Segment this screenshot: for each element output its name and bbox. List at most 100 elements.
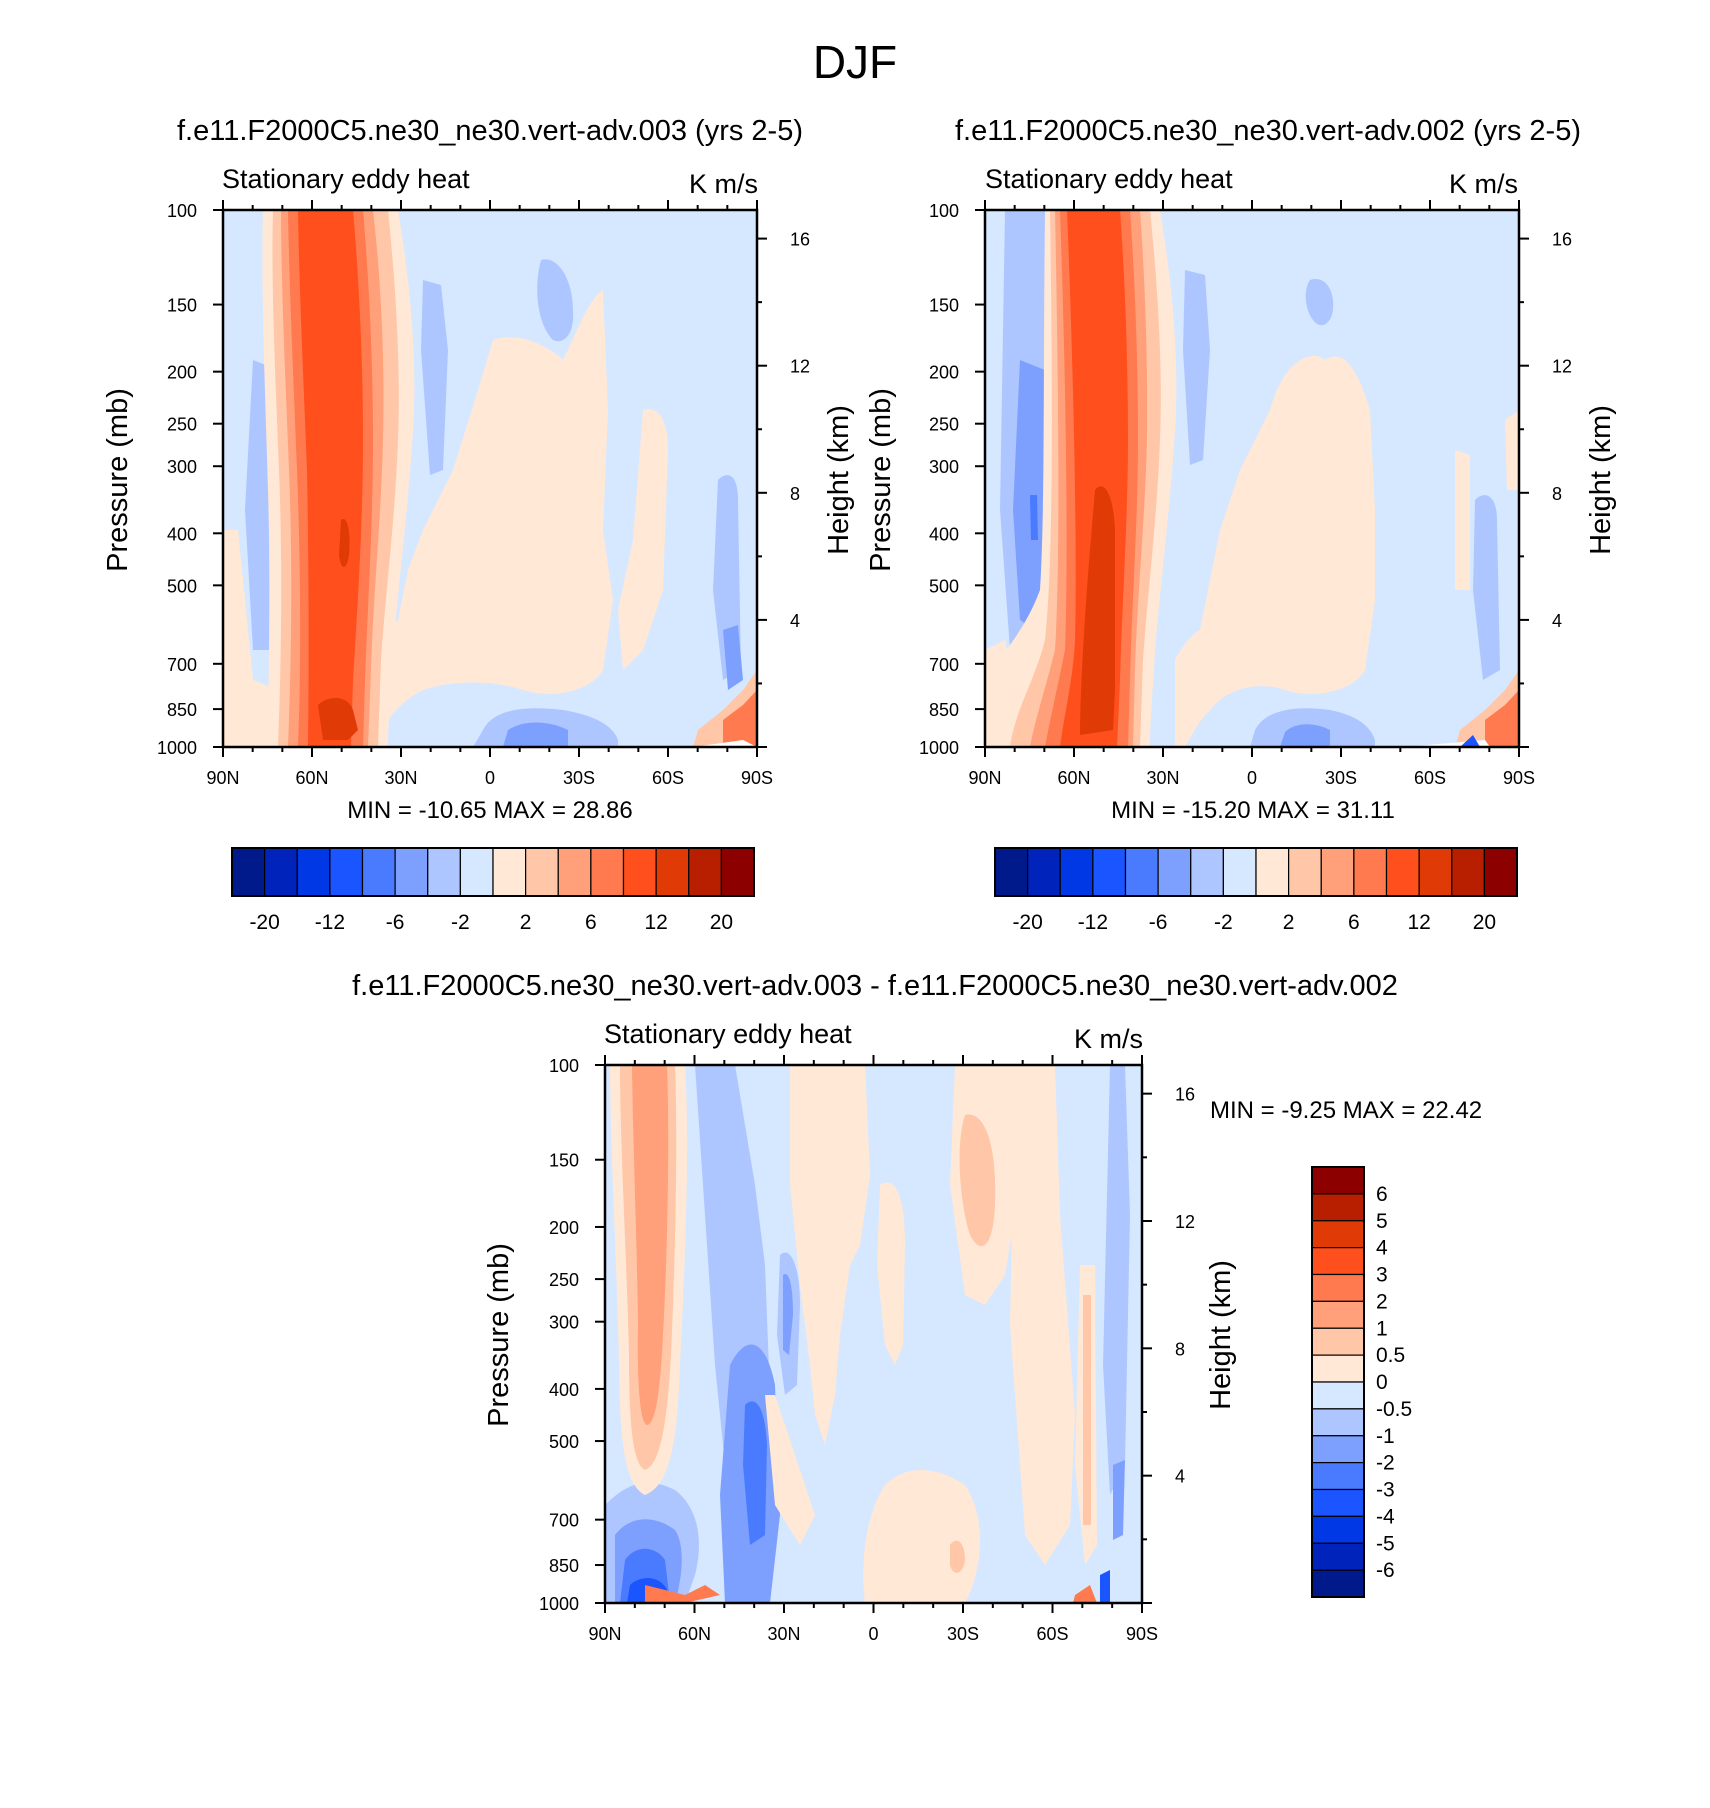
- y-tick-label: 250: [549, 1270, 579, 1290]
- panel-1-units: K m/s: [689, 169, 758, 199]
- colorbar-label: -6: [1376, 1559, 1395, 1582]
- colorbar-label: 1: [1376, 1317, 1388, 1340]
- contour-neg-7: [723, 625, 743, 690]
- contour-pos-6: [1485, 690, 1519, 747]
- colorbar-label: -20: [1012, 911, 1042, 934]
- colorbar-box: [1311, 1408, 1365, 1437]
- colorbar-box: [492, 847, 527, 897]
- contour-neg-7: [1280, 724, 1330, 747]
- colorbar-label: 3: [1376, 1264, 1388, 1287]
- y2-tick-label: 12: [790, 357, 810, 377]
- panel-2-minmax: MIN = -15.20 MAX = 31.11: [1111, 797, 1395, 824]
- colorbar-box: [590, 847, 625, 897]
- contour-pos-1: [1175, 355, 1375, 747]
- x-tick-label: 60N: [678, 1624, 711, 1644]
- colorbar-box: [1311, 1193, 1365, 1222]
- colorbar-label: 6: [1376, 1183, 1388, 1206]
- colorbar-box: [1311, 1542, 1365, 1571]
- contour-pos-3: [223, 530, 283, 747]
- colorbar-box: [1311, 1381, 1365, 1410]
- y-tick-label: 300: [929, 457, 959, 477]
- colorbar-label: 5: [1376, 1210, 1388, 1233]
- colorbar-box: [1311, 1247, 1365, 1276]
- colorbar-label: -20: [249, 911, 279, 934]
- contour-pos-8: [863, 1470, 980, 1603]
- panel-3-colorbar: 6 5 4 3 2 1 0.5 0 -0.5 -1 -2 -3 -4 -5 -6: [1311, 1166, 1412, 1598]
- x-tick-label: 60N: [295, 768, 328, 788]
- y-tick-label: 300: [549, 1313, 579, 1333]
- colorbar-label: 12: [1407, 911, 1430, 934]
- panel-2-colorbar: -20 -12 -6 -2 2 6 12 20: [994, 847, 1518, 934]
- colorbar-label: -3: [1376, 1479, 1395, 1502]
- colorbar-box: [1311, 1462, 1365, 1491]
- x-tick-label: 90S: [741, 768, 773, 788]
- colorbar-box: [1311, 1515, 1365, 1544]
- y2-tick-label: 12: [1175, 1212, 1195, 1232]
- panel-1-y2label: Height (km): [823, 405, 855, 555]
- colorbar-box: [459, 847, 494, 897]
- panel-1-colorbar: -20 -12 -6 -2 2 6 12 20: [231, 847, 755, 934]
- colorbar-box: [296, 847, 331, 897]
- x-tick-label: 60S: [652, 768, 684, 788]
- contour-neg-11: [1113, 1460, 1125, 1540]
- contour-pos-1: [790, 1065, 870, 1445]
- contour-neg-5: [1305, 279, 1334, 326]
- colorbar-box: [1255, 847, 1290, 897]
- x-tick-label: 90N: [206, 768, 239, 788]
- colorbar-label: -2: [1376, 1452, 1395, 1475]
- colorbar-box: [994, 847, 1029, 897]
- x-tick-label: 90S: [1503, 768, 1535, 788]
- colorbar-box: [1288, 847, 1322, 897]
- y-tick-label: 500: [549, 1432, 579, 1452]
- colorbar-box: [525, 847, 559, 897]
- colorbar-box: [1190, 847, 1224, 897]
- panel-2-left-label: Stationary eddy heat: [985, 164, 1233, 194]
- x-tick-label: 30S: [1325, 768, 1357, 788]
- colorbar-box: [1222, 847, 1257, 897]
- panel-3-axes: 90N 60N 30N 0 30S 60S 90S 100 150 200 250 300 400 500…: [539, 1055, 1195, 1644]
- panel-2-ylabel: Pressure (mb): [865, 388, 897, 572]
- y2-tick-label: 8: [1552, 484, 1562, 504]
- contour-pos-5: [1010, 1065, 1075, 1565]
- y-tick-label: 150: [167, 296, 197, 316]
- y2-tick-label: 16: [1175, 1085, 1195, 1105]
- colorbar-label: -5: [1376, 1532, 1395, 1555]
- y2-tick-label: 8: [1175, 1339, 1185, 1359]
- y-tick-label: 850: [929, 700, 959, 720]
- contour-pos-10: [765, 1395, 815, 1545]
- colorbar-label: 6: [585, 911, 597, 934]
- panel-1: f.e11.F2000C5.ne30_ne30.vert-adv.003 (yr…: [102, 115, 855, 934]
- colorbar-box: [264, 847, 298, 897]
- colorbar-box: [1311, 1220, 1365, 1249]
- y-tick-label: 1000: [919, 738, 959, 758]
- y-tick-label: 700: [929, 655, 959, 675]
- x-tick-label: 90N: [968, 768, 1001, 788]
- colorbar-frame: [994, 847, 1518, 897]
- x-tick-label: 30S: [563, 768, 595, 788]
- contour-neg-9: [1460, 735, 1480, 747]
- contour-neg-3: [537, 259, 574, 342]
- colorbar-label: 0: [1376, 1371, 1388, 1394]
- y-tick-label: 400: [549, 1380, 579, 1400]
- panel-3-left-label: Stationary eddy heat: [604, 1019, 852, 1049]
- jet-pos-5: [1080, 486, 1115, 735]
- y-tick-label: 850: [167, 700, 197, 720]
- colorbar-label: -2: [451, 911, 470, 934]
- contour-neg-3: [1030, 495, 1038, 540]
- colorbar-box: [1311, 1435, 1365, 1464]
- jet-pos-2: [632, 1065, 669, 1425]
- y-tick-label: 400: [929, 524, 959, 544]
- colorbar-box: [1092, 847, 1127, 897]
- colorbar-box: [231, 847, 266, 897]
- contour-pos-4: [1505, 410, 1519, 490]
- x-tick-label: 30N: [767, 1624, 800, 1644]
- y-tick-label: 200: [929, 363, 959, 383]
- panel-1-axes: 90N 60N 30N 0 30S 60S 90S 100 150 200 250 300 400 500…: [157, 200, 810, 788]
- panel-3-ylabel: Pressure (mb): [483, 1243, 515, 1427]
- contour-pos-7: [693, 740, 757, 747]
- main-title: DJF: [813, 36, 897, 88]
- x-tick-label: 0: [1247, 768, 1257, 788]
- colorbar-label: -6: [386, 911, 405, 934]
- panel-2: f.e11.F2000C5.ne30_ne30.vert-adv.002 (yr…: [865, 115, 1617, 934]
- colorbar-label: 4: [1376, 1237, 1388, 1260]
